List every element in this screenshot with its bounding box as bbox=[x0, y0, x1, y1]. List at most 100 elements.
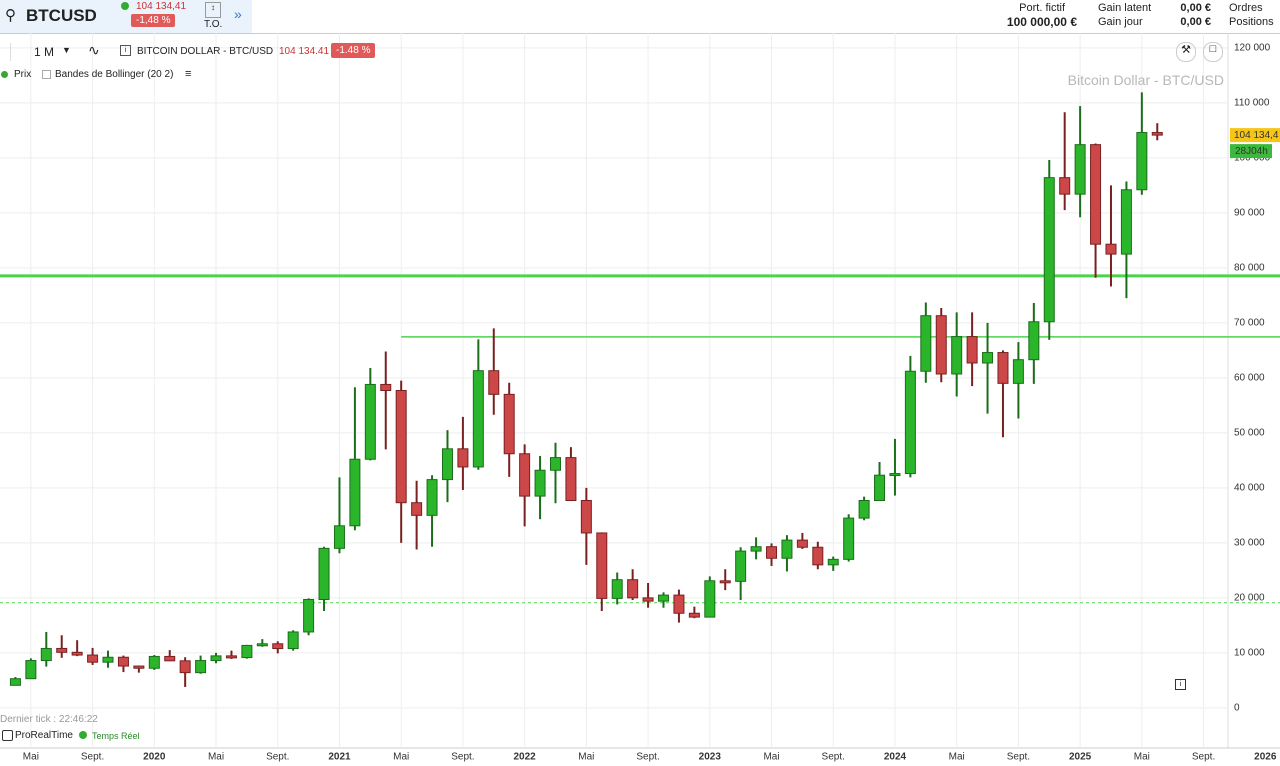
realtime: Temps Réel bbox=[92, 731, 140, 741]
candle-body bbox=[1028, 321, 1040, 361]
candle-body bbox=[812, 546, 824, 566]
y-tick-label: 110 000 bbox=[1234, 97, 1270, 108]
candle-body bbox=[951, 336, 963, 375]
countdown-tag bbox=[1230, 144, 1272, 159]
candle-body bbox=[133, 665, 145, 669]
candle-body bbox=[1120, 189, 1132, 255]
candle-body bbox=[71, 651, 83, 656]
candle-body bbox=[164, 655, 176, 662]
x-tick-label: Sept. bbox=[81, 752, 104, 763]
settings-button[interactable]: ⚒ bbox=[1176, 42, 1196, 62]
candle-body bbox=[9, 678, 21, 686]
legend-bollinger-box[interactable] bbox=[42, 70, 51, 79]
candle-body bbox=[179, 660, 191, 674]
to-label[interactable]: T.O. bbox=[204, 19, 223, 30]
candle-body bbox=[1059, 177, 1071, 195]
candle-body bbox=[1136, 132, 1148, 191]
candle-body bbox=[565, 457, 577, 502]
candle-body bbox=[843, 517, 855, 560]
y-tick-label: 0 bbox=[1234, 702, 1240, 713]
x-tick-label: Mai bbox=[23, 752, 39, 763]
candle-body bbox=[1074, 144, 1086, 195]
x-tick-label: 2021 bbox=[328, 752, 351, 763]
to-icon[interactable]: ↕ bbox=[205, 2, 221, 18]
candle-body bbox=[874, 474, 886, 502]
candle-body bbox=[303, 599, 315, 633]
info-icon-bottom[interactable]: i bbox=[1175, 679, 1186, 690]
candle-body bbox=[642, 597, 654, 602]
candle-body bbox=[920, 315, 932, 372]
candle-body bbox=[719, 580, 731, 584]
candle-body bbox=[87, 654, 99, 663]
port-value: 100 000,00 € bbox=[1006, 15, 1077, 29]
status-dot bbox=[121, 2, 129, 10]
candle-body bbox=[148, 655, 160, 669]
candle-body bbox=[210, 655, 222, 662]
candle-body bbox=[750, 546, 762, 552]
candle-body bbox=[827, 558, 839, 566]
candle-body bbox=[627, 579, 639, 599]
candle-body bbox=[457, 448, 469, 468]
x-tick-label: 2026 bbox=[1254, 752, 1277, 763]
y-tick-label: 120 000 bbox=[1234, 42, 1271, 53]
candle-body bbox=[256, 643, 268, 647]
candle-body bbox=[56, 647, 68, 653]
x-tick-label: Mai bbox=[393, 752, 409, 763]
candle-body bbox=[488, 370, 500, 395]
candle-body bbox=[349, 458, 361, 527]
candle-body bbox=[580, 500, 592, 534]
candle-body bbox=[503, 393, 515, 455]
last-price-tag bbox=[1230, 128, 1280, 143]
candle-body bbox=[611, 579, 623, 599]
y-tick-label: 60 000 bbox=[1234, 372, 1265, 383]
candle-body bbox=[982, 352, 994, 364]
symbol[interactable]: BTCUSD bbox=[26, 6, 97, 25]
legend-bollinger[interactable]: Bandes de Bollinger (20 2) bbox=[55, 69, 174, 80]
legend-price[interactable]: Prix bbox=[14, 69, 32, 80]
y-tick-label: 10 000 bbox=[1234, 647, 1265, 658]
y-tick-label: 20 000 bbox=[1234, 592, 1265, 603]
y-tick-label: 70 000 bbox=[1234, 317, 1265, 328]
candle-body bbox=[1105, 243, 1117, 255]
gain-latent: 0,00 € bbox=[1180, 2, 1211, 14]
x-tick-label: Mai bbox=[208, 752, 224, 763]
candle-body bbox=[395, 390, 407, 504]
candle-body bbox=[781, 539, 793, 559]
expand[interactable]: » bbox=[234, 6, 242, 22]
y-tick-label: 90 000 bbox=[1234, 207, 1265, 218]
info-icon[interactable]: i bbox=[120, 45, 131, 56]
legend-menu[interactable]: ≡ bbox=[185, 68, 192, 80]
candle-body bbox=[40, 647, 52, 662]
x-tick-label: Sept. bbox=[266, 752, 289, 763]
legend-price-swatch[interactable] bbox=[1, 71, 8, 78]
candle-body bbox=[966, 336, 978, 364]
candle-body bbox=[1090, 144, 1102, 245]
candle-body bbox=[472, 370, 484, 468]
candle-body bbox=[1012, 359, 1024, 384]
gain-latent-label: Gain latent bbox=[1098, 2, 1152, 14]
candle-body bbox=[272, 643, 284, 650]
candle-body bbox=[411, 502, 423, 516]
gain-jour-label: Gain jour bbox=[1098, 16, 1143, 28]
candle-body bbox=[318, 547, 330, 600]
period-arrow[interactable]: ▼ bbox=[62, 45, 71, 55]
candle-body bbox=[735, 550, 747, 582]
x-tick-label: Mai bbox=[578, 752, 594, 763]
candle-body bbox=[904, 370, 916, 475]
x-tick-label: Sept. bbox=[451, 752, 474, 763]
candle-body bbox=[287, 631, 299, 650]
candle-body bbox=[549, 457, 561, 471]
ordres[interactable]: Ordres bbox=[1229, 2, 1263, 14]
candle-body bbox=[704, 580, 716, 618]
instrument: BITCOIN DOLLAR - BTC/USD bbox=[137, 46, 274, 57]
calendar-button[interactable]: □ bbox=[1203, 42, 1223, 62]
x-tick-label: Mai bbox=[1134, 752, 1150, 763]
watermark-title: Bitcoin Dollar - BTC/USD bbox=[1067, 72, 1224, 88]
chart-type-button[interactable]: ∿ bbox=[88, 42, 100, 58]
x-tick-label: Sept. bbox=[822, 752, 845, 763]
period[interactable]: 1 M bbox=[34, 45, 55, 59]
search-icon[interactable]: ⚲ bbox=[5, 7, 16, 24]
positions[interactable]: Positions bbox=[1229, 16, 1274, 28]
